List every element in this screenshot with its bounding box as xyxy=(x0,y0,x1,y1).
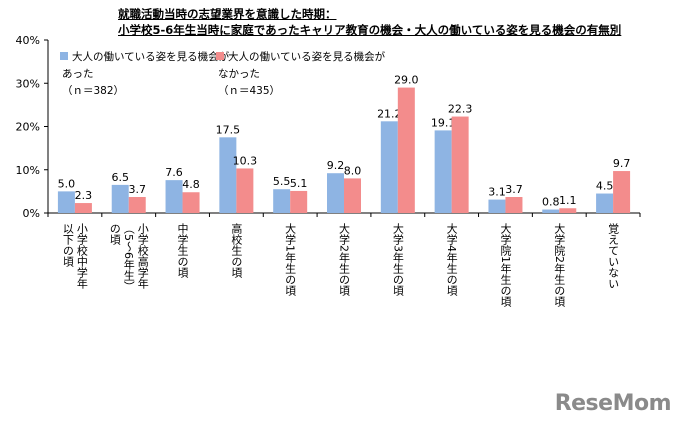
data-label-series-1: 3.1 xyxy=(488,186,506,199)
bar-series-1 xyxy=(380,121,398,213)
data-label-series-1: 7.6 xyxy=(165,166,183,179)
data-label-series-2: 9.7 xyxy=(613,157,631,170)
resemom-logo: ReseMom xyxy=(554,391,672,416)
x-category-label: 高校生の頃 xyxy=(230,222,243,279)
legend-label-series-2: （ｎ＝435） xyxy=(218,85,280,97)
data-label-series-2: 3.7 xyxy=(505,183,523,196)
legend-label-series-1: 大人の働いている姿を見る機会が xyxy=(72,50,230,63)
bar-series-1 xyxy=(542,209,560,213)
bar-series-2 xyxy=(344,178,361,213)
data-label-series-1: 17.5 xyxy=(216,123,241,136)
data-label-series-2: 29.0 xyxy=(394,74,419,87)
bar-series-2 xyxy=(74,203,92,213)
bar-series-2 xyxy=(505,196,523,213)
data-label-series-2: 10.3 xyxy=(233,154,258,167)
bar-series-2 xyxy=(613,171,631,213)
bar-series-1 xyxy=(434,130,452,213)
y-tick-label: 20% xyxy=(16,121,40,134)
y-tick-label: 10% xyxy=(16,164,40,177)
x-category-label: 大学院2年生の頃 xyxy=(553,222,566,308)
y-tick-label: 40% xyxy=(16,34,40,47)
bar-series-1 xyxy=(273,189,291,213)
bar-series-2 xyxy=(182,192,200,213)
bar-series-2 xyxy=(290,190,308,213)
legend-label-series-1: （ｎ＝382） xyxy=(62,85,124,97)
x-category-label: 大学3年生の頃 xyxy=(391,222,404,297)
x-category-label: 大学2年生の頃 xyxy=(338,222,351,297)
data-label-series-1: 9.2 xyxy=(327,159,345,172)
bar-series-2 xyxy=(236,168,254,213)
y-tick-label: 30% xyxy=(16,77,40,90)
bar-series-2 xyxy=(451,116,469,213)
x-category-label: 小学校中学年 xyxy=(75,223,88,289)
bar-series-1 xyxy=(327,173,344,213)
legend-label-series-2: なかった xyxy=(218,68,260,80)
y-tick-label: 0% xyxy=(23,207,40,220)
x-category-label: 中学生の頃 xyxy=(176,223,189,279)
legend-label-series-2: 大人の働いている姿を見る機会が xyxy=(228,50,386,63)
legend-swatch-series-2 xyxy=(216,52,224,60)
data-label-series-1: 5.5 xyxy=(273,175,291,188)
legend-label-series-1: あった xyxy=(62,68,94,80)
x-category-label: （5～6年生） xyxy=(122,223,135,292)
bar-series-1 xyxy=(596,193,614,213)
data-label-series-2: 3.7 xyxy=(128,183,146,196)
bar-series-2 xyxy=(559,208,577,213)
x-category-label: の頃 xyxy=(108,223,121,246)
x-category-label: 以下の頃 xyxy=(61,223,74,268)
data-label-series-2: 4.8 xyxy=(182,178,200,191)
chart-title-line-1: 就職活動当時の志望業界を意識した時期： xyxy=(118,7,337,21)
data-label-series-1: 0.8 xyxy=(542,196,560,209)
bar-series-2 xyxy=(128,196,146,213)
bar-series-2 xyxy=(397,87,415,213)
x-category-label: 大学1年生の頃 xyxy=(284,222,297,297)
data-label-series-2: 22.3 xyxy=(448,103,473,116)
bar-series-1 xyxy=(111,184,129,213)
data-label-series-2: 8.0 xyxy=(344,164,362,177)
data-label-series-2: 5.1 xyxy=(290,177,308,190)
data-label-series-2: 2.3 xyxy=(75,189,93,202)
bar-series-1 xyxy=(57,191,75,213)
x-category-label: 小学校高学年 xyxy=(136,223,149,289)
data-label-series-2: 1.1 xyxy=(559,194,577,207)
bar-series-1 xyxy=(488,199,506,213)
bar-series-1 xyxy=(165,180,183,213)
data-label-series-1: 6.5 xyxy=(111,171,129,184)
legend-swatch-series-1 xyxy=(60,52,68,60)
bar-series-1 xyxy=(219,137,237,213)
data-label-series-1: 19.1 xyxy=(431,116,456,129)
x-category-label: 大学院1年生の頃 xyxy=(499,222,512,308)
data-label-series-1: 21.2 xyxy=(377,107,402,120)
chart-title: 就職活動当時の志望業界を意識した時期： 小学校5-6年生当時に家庭であったキャリ… xyxy=(118,6,621,38)
x-category-label: 覚えていない xyxy=(607,223,620,289)
data-label-series-1: 5.0 xyxy=(58,177,76,190)
chart-title-line-2: 小学校5-6年生当時に家庭であったキャリア教育の機会・大人の働いている姿を見る機… xyxy=(118,23,622,37)
data-label-series-1: 4.5 xyxy=(596,180,614,193)
x-category-label: 大学4年生の頃 xyxy=(445,222,458,297)
